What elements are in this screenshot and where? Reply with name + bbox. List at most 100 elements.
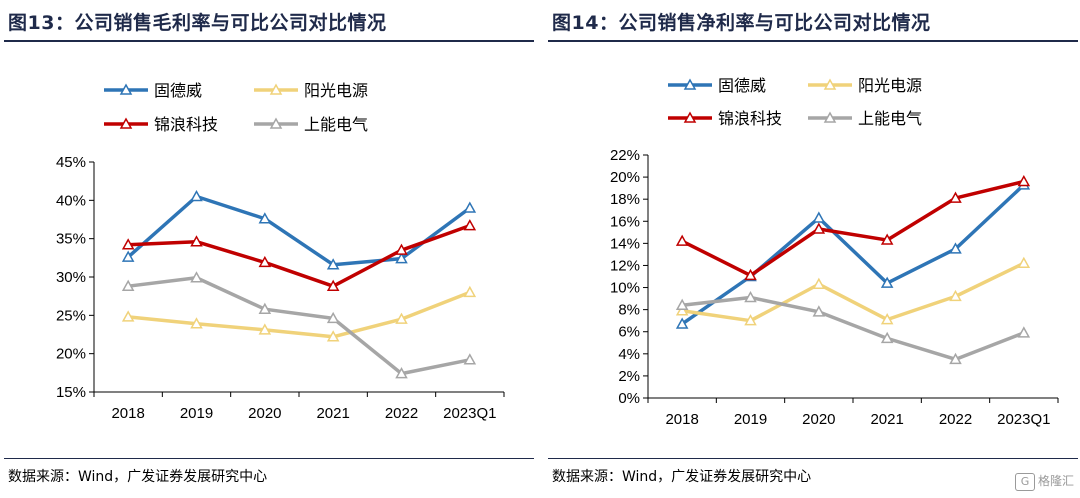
data-point-marker xyxy=(1017,256,1031,268)
series-line-0 xyxy=(681,183,1026,326)
data-point-marker xyxy=(880,331,894,344)
data-point-marker xyxy=(121,279,135,291)
data-point-marker xyxy=(395,252,408,264)
data-point-marker xyxy=(190,317,203,329)
y-tick-label: 16% xyxy=(610,213,640,230)
data-point-marker xyxy=(744,290,757,303)
data-point-marker xyxy=(326,258,340,270)
data-point-marker xyxy=(880,313,894,325)
x-tick-label: 2020 xyxy=(248,405,281,422)
title-divider xyxy=(548,40,1078,42)
data-point-marker xyxy=(258,323,272,335)
figure-title: 图13：公司销售毛利率与可比公司对比情况 xyxy=(8,12,387,34)
y-tick-label: 18% xyxy=(610,191,640,208)
x-tick-label: 2021 xyxy=(316,405,349,422)
x-tick-label: 2019 xyxy=(734,411,767,428)
data-point-marker xyxy=(190,189,203,202)
y-tick-label: 14% xyxy=(610,235,640,252)
chart-panel-net-margin: 图14：公司销售净利率与可比公司对比情况 0% 2% 4% 6% 8% 10% 12% 14%… xyxy=(548,0,1078,498)
data-point-marker xyxy=(812,277,826,289)
series-line-3 xyxy=(681,295,1025,362)
watermark: G 格隆汇 xyxy=(1014,472,1074,491)
source-divider xyxy=(4,458,534,459)
legend-marker xyxy=(683,111,697,123)
data-point-marker xyxy=(258,302,272,314)
figure-title: 图14：公司销售净利率与可比公司对比情况 xyxy=(552,12,931,34)
data-point-marker xyxy=(395,312,408,324)
x-tick-label: 2022 xyxy=(939,411,972,428)
data-point-marker xyxy=(258,212,272,224)
y-tick-label: 8% xyxy=(618,302,640,319)
data-point-marker xyxy=(675,317,689,329)
watermark-logo-icon: G xyxy=(1014,473,1035,491)
data-point-marker xyxy=(880,233,894,245)
y-tick-label: 12% xyxy=(610,257,640,274)
data-point-marker xyxy=(949,289,962,302)
data-point-marker xyxy=(949,191,962,203)
legend-label: 阳光电源 xyxy=(304,81,368,100)
data-point-marker xyxy=(190,271,203,283)
series-line-1 xyxy=(127,290,471,339)
x-tick-label: 2023Q1 xyxy=(443,405,496,422)
data-point-marker xyxy=(675,304,689,316)
data-point-marker xyxy=(463,285,477,298)
y-tick-label: 45% xyxy=(56,154,86,171)
source-note: 数据来源：Wind，广发证券发展研究中心 xyxy=(8,469,268,485)
line-chart-gross-margin: 15% 20% 25% 30% 35% 40% 45% 2018 2019 2020 2021 202… xyxy=(56,81,505,422)
legend-label: 阳光电源 xyxy=(858,76,922,95)
data-point-marker xyxy=(1017,174,1031,187)
legend-label: 锦浪科技 xyxy=(718,109,782,128)
y-tick-label: 4% xyxy=(618,346,640,363)
y-tick-label: 20% xyxy=(610,169,640,186)
data-point-marker xyxy=(463,201,477,213)
y-tick-label: 22% xyxy=(610,147,640,164)
line-chart-net-margin: 0% 2% 4% 6% 8% 10% 12% 14% 16% 18% 20% 22% 2018 2019 2… xyxy=(610,76,1059,428)
x-tick-label: 2023Q1 xyxy=(997,411,1050,428)
data-point-marker xyxy=(395,367,408,379)
legend-label: 锦浪科技 xyxy=(154,115,218,134)
data-point-marker xyxy=(463,219,477,231)
series-line-2 xyxy=(681,179,1025,278)
data-point-marker xyxy=(326,279,340,291)
data-point-marker xyxy=(326,311,340,324)
y-tick-label: 2% xyxy=(618,368,640,385)
y-tick-label: 20% xyxy=(56,346,86,363)
source-divider xyxy=(548,458,1078,459)
y-tick-label: 25% xyxy=(56,307,86,324)
data-point-marker xyxy=(812,211,826,223)
data-point-marker xyxy=(675,298,689,310)
data-point-marker xyxy=(949,242,962,254)
data-point-marker xyxy=(675,234,689,246)
source-note: 数据来源：Wind，广发证券发展研究中心 xyxy=(552,469,812,485)
data-point-marker xyxy=(326,330,340,342)
data-point-marker xyxy=(463,353,477,365)
x-tick-label: 2022 xyxy=(385,405,418,422)
chart-panel-gross-margin: 图13：公司销售毛利率与可比公司对比情况 15% 20% 25% 30% 35% 40% 4… xyxy=(4,0,534,498)
data-point-marker xyxy=(258,255,272,268)
legend-label: 固德威 xyxy=(154,81,202,100)
legend-label: 上能电气 xyxy=(858,109,922,128)
data-point-marker xyxy=(121,310,135,322)
legend-label: 上能电气 xyxy=(304,115,368,134)
data-point-marker xyxy=(121,250,135,262)
data-point-marker xyxy=(395,243,408,255)
legend-marker xyxy=(119,117,133,129)
data-point-marker xyxy=(744,314,757,326)
legend-marker xyxy=(269,117,283,129)
legend-marker xyxy=(823,111,837,123)
x-tick-label: 2019 xyxy=(180,405,213,422)
data-point-marker xyxy=(190,235,203,247)
y-tick-label: 30% xyxy=(56,269,86,286)
watermark-text: 格隆汇 xyxy=(1037,474,1074,488)
y-tick-label: 40% xyxy=(56,192,86,209)
legend-marker xyxy=(269,83,283,95)
x-tick-label: 2020 xyxy=(802,411,835,428)
y-tick-label: 6% xyxy=(618,324,640,341)
data-point-marker xyxy=(744,268,757,281)
legend-marker xyxy=(823,78,837,90)
data-point-marker xyxy=(812,222,826,234)
x-tick-label: 2018 xyxy=(111,405,144,422)
data-point-marker xyxy=(812,305,826,317)
data-point-marker xyxy=(949,352,962,365)
series-line-1 xyxy=(681,261,1025,323)
